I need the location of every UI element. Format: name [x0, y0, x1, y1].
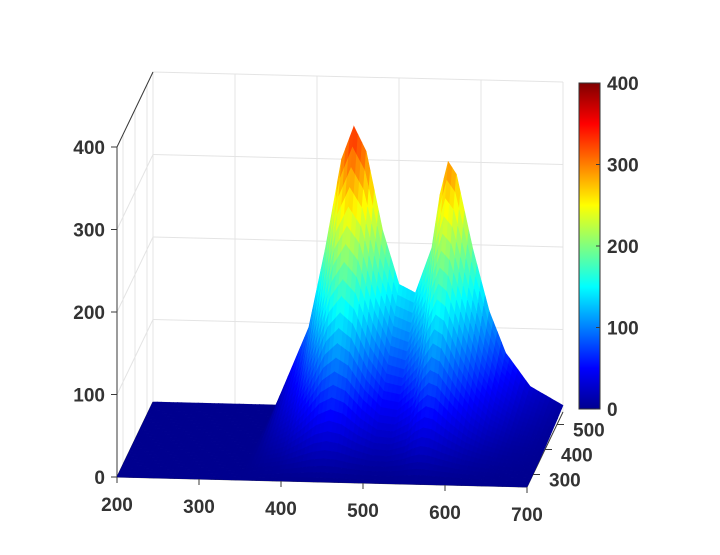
x-tick-label: 600 — [429, 503, 461, 524]
z-tick-label: 300 — [73, 221, 105, 242]
z-tick-label: 100 — [73, 386, 105, 407]
surface-patch — [522, 483, 529, 488]
z-tick-label: 200 — [73, 303, 105, 324]
z-tick-label: 400 — [73, 138, 105, 159]
y-tick-label: 500 — [573, 421, 605, 442]
x-tick-label: 500 — [347, 501, 379, 522]
grid-line — [152, 71, 564, 83]
axis-ticks: 200 300 400 500 600 700 300 400 500 0 100 200 300 400 — [73, 138, 604, 526]
colorbar-tick-label: 0 — [607, 400, 618, 421]
colorbar-tick-label: 300 — [607, 156, 639, 177]
axis-line — [116, 71, 154, 148]
x-tick-label: 200 — [101, 495, 133, 516]
colorbar: 0 100 200 300 400 — [578, 74, 639, 421]
surface — [116, 125, 564, 488]
y-tick-label: 300 — [549, 471, 581, 492]
colorbar-tick-label: 100 — [607, 319, 639, 340]
colorbar-tick-label: 200 — [607, 237, 639, 258]
x-tick-label: 400 — [265, 499, 297, 520]
x-tick-label: 300 — [183, 497, 215, 518]
colorbar-tick-label: 400 — [607, 74, 639, 95]
y-tick-label: 400 — [561, 446, 593, 467]
surface-patch — [526, 474, 533, 479]
z-tick-label: 0 — [94, 468, 105, 489]
x-tick-label: 700 — [511, 505, 543, 526]
